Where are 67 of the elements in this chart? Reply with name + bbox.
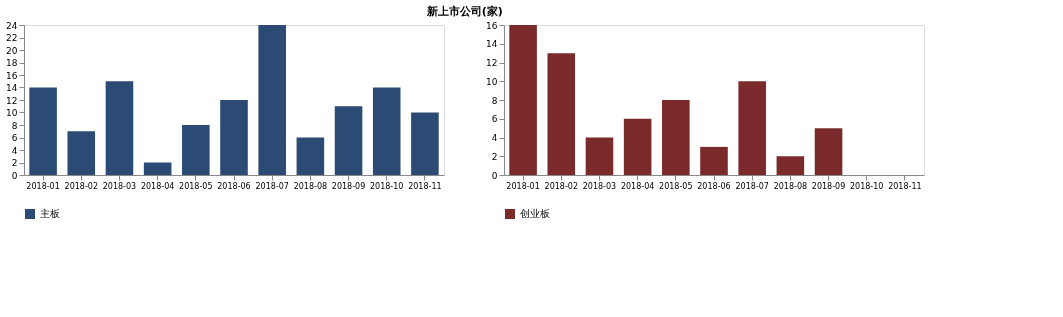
x-tick-label: 2018-07: [735, 181, 769, 191]
x-tick-label: 2018-09: [331, 181, 366, 191]
bar: [296, 137, 325, 175]
bar: [411, 112, 439, 175]
bar: [182, 125, 210, 175]
bar: [29, 87, 57, 175]
y-tick-label: 4: [11, 145, 18, 156]
x-tick-label: 2018-07: [255, 181, 289, 191]
bar: [220, 100, 248, 175]
y-tick-label: 16: [6, 70, 18, 81]
bar: [585, 137, 614, 175]
legend-label: 创业板: [520, 208, 550, 219]
bar: [334, 106, 363, 175]
x-tick-label: 2018-04: [140, 181, 175, 191]
y-tick-label: 10: [486, 76, 498, 87]
bar: [509, 25, 537, 175]
x-tick-label: 2018-11: [408, 181, 442, 191]
chart-title: 新上市公司(家): [425, 4, 503, 18]
y-tick-label: 10: [6, 108, 18, 118]
bar: [776, 156, 805, 175]
x-tick-label: 2018-01: [26, 181, 60, 191]
x-tick-label: 2018-10: [370, 181, 404, 191]
bar: [372, 87, 401, 175]
y-tick-label: 8: [491, 95, 498, 106]
y-tick-label: 0: [491, 170, 498, 181]
bar: [623, 118, 652, 175]
bar: [738, 81, 766, 175]
x-tick-label: 2018-05: [659, 181, 693, 191]
bar: [547, 53, 576, 175]
x-tick-label: 2018-09: [811, 181, 846, 191]
x-tick-label: 2018-02: [544, 181, 578, 191]
bar: [814, 128, 843, 175]
y-tick-label: 0: [11, 170, 18, 181]
x-tick-label: 2018-11: [888, 181, 922, 191]
y-tick-label: 16: [486, 20, 498, 31]
y-tick-label: 20: [6, 45, 18, 56]
y-tick-label: 12: [486, 58, 498, 68]
y-tick-label: 18: [6, 58, 18, 68]
y-tick-label: 14: [486, 39, 498, 50]
y-tick-label: 24: [6, 20, 18, 31]
x-tick-label: 2018-01: [506, 181, 540, 191]
bar: [662, 100, 690, 175]
y-tick-label: 6: [491, 114, 498, 125]
x-tick-label: 2018-05: [179, 181, 213, 191]
y-tick-label: 12: [6, 95, 18, 106]
y-tick-label: 8: [11, 120, 18, 131]
y-tick-label: 2: [491, 151, 498, 162]
x-tick-label: 2018-02: [64, 181, 98, 191]
y-tick-label: 6: [11, 133, 18, 143]
bar: [105, 81, 134, 175]
x-tick-label: 2018-04: [620, 181, 655, 191]
bar: [700, 146, 728, 175]
x-tick-label: 2018-06: [697, 181, 731, 191]
x-tick-label: 2018-08: [773, 181, 808, 191]
x-tick-label: 2018-08: [293, 181, 328, 191]
y-tick-label: 2: [11, 158, 18, 168]
bar: [258, 25, 286, 175]
legend-label: 主板: [40, 208, 60, 219]
x-tick-label: 2018-10: [850, 181, 884, 191]
y-tick-label: 14: [6, 83, 18, 93]
x-tick-label: 2018-03: [582, 181, 617, 191]
y-tick-label: 22: [6, 33, 18, 43]
y-tick-label: 4: [491, 133, 498, 143]
bar: [143, 162, 172, 175]
x-tick-label: 2018-03: [102, 181, 137, 191]
x-tick-label: 2018-06: [217, 181, 251, 191]
bar: [67, 131, 96, 175]
